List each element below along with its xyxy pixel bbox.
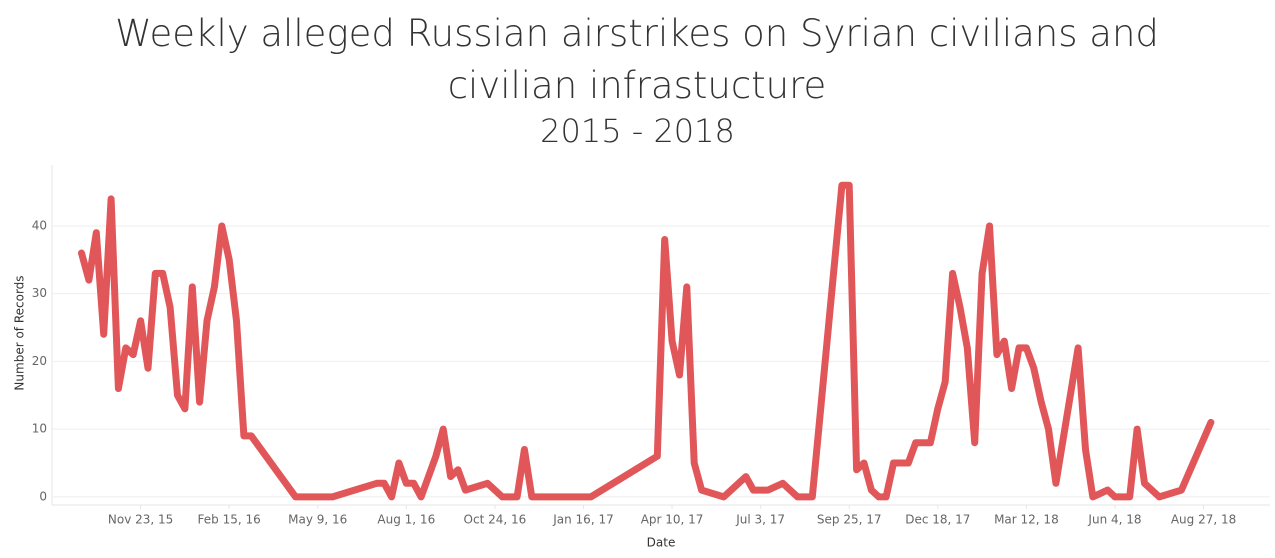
x-axis-title: Date [647, 536, 676, 550]
x-tick-label: Sep 25, 17 [817, 513, 882, 527]
x-tick-label: Aug 1, 16 [377, 513, 435, 527]
x-tick-label: Jan 16, 17 [552, 513, 613, 527]
chart-title: Weekly alleged Russian airstrikes on Syr… [115, 12, 1159, 107]
y-tick-label: 10 [32, 422, 47, 436]
x-tick-label: May 9, 16 [288, 513, 347, 527]
x-tick-label: Jun 4, 18 [1087, 513, 1141, 527]
y-axis-title: Number of Records [13, 275, 27, 390]
x-tick-label: Oct 24, 16 [464, 513, 527, 527]
x-tick-label: Apr 10, 17 [641, 513, 704, 527]
x-tick-label: Feb 15, 16 [198, 513, 261, 527]
x-tick-label: Nov 23, 15 [108, 513, 173, 527]
chart-subtitle: 2015 - 2018 [540, 112, 735, 150]
y-tick-label: 20 [32, 354, 47, 368]
x-tick-label: Jul 3, 17 [735, 513, 785, 527]
y-tick-label: 30 [32, 286, 47, 300]
x-tick-label: Aug 27, 18 [1171, 513, 1236, 527]
data-line [78, 181, 1215, 501]
y-tick-label: 40 [32, 218, 47, 232]
x-tick-label: Dec 18, 17 [905, 513, 970, 527]
y-tick-label: 0 [39, 489, 47, 503]
x-tick-label: Mar 12, 18 [994, 513, 1059, 527]
